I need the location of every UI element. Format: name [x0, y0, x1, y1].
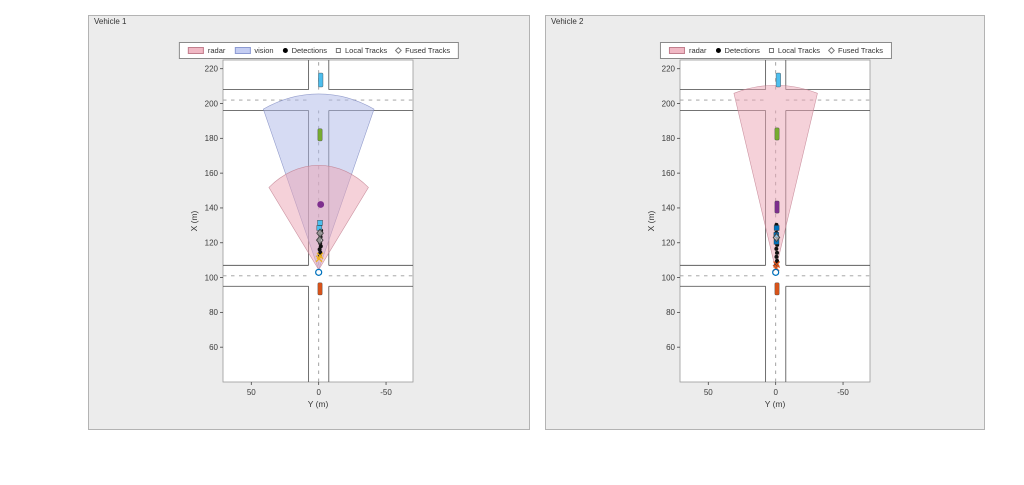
detection-marker — [774, 254, 779, 259]
legend-item: radar — [187, 46, 226, 55]
tick-label: 80 — [666, 308, 675, 317]
y-axis-label: X (m) — [189, 210, 199, 231]
legend-item: Local Tracks — [336, 46, 387, 55]
tick-label: 200 — [205, 99, 219, 108]
tick-label: 0 — [316, 388, 321, 397]
tick-label: 200 — [662, 99, 676, 108]
tick-label: 180 — [205, 134, 219, 143]
radar-legend-icon — [668, 47, 685, 54]
legend: radar vision Detections Local Tracks Fused T… — [178, 42, 460, 59]
legend-label: Local Tracks — [777, 46, 821, 55]
local-track-marker — [317, 220, 323, 226]
y-axis-label: X (m) — [646, 210, 656, 231]
detections-legend-icon — [715, 48, 721, 53]
tick-label: 60 — [666, 343, 675, 352]
tick-label: 160 — [662, 169, 676, 178]
legend-label: vision — [254, 46, 274, 55]
tick-label: 60 — [209, 343, 218, 352]
legend-label: radar — [688, 46, 707, 55]
tick-label: 220 — [662, 65, 676, 74]
detection-marker — [318, 244, 323, 249]
actor-rect — [775, 72, 781, 88]
actor-rect — [774, 200, 780, 214]
legend-label: radar — [207, 46, 226, 55]
fused-track-marker — [315, 235, 324, 245]
tick-label: 50 — [704, 388, 713, 397]
tick-label: 180 — [662, 134, 676, 143]
radar-coverage-area — [268, 165, 369, 271]
radar-legend-icon — [187, 47, 204, 54]
tick-label: 100 — [205, 273, 219, 282]
fused-track-marker — [772, 232, 781, 243]
detection-marker — [774, 246, 779, 251]
actor-rect — [317, 128, 323, 142]
vehicle2-panel: Vehicle 2 radar Detections Local Tracks Fus… — [545, 15, 985, 430]
x-axis-label: Y (m) — [765, 399, 786, 409]
tick-label: 0 — [773, 388, 778, 397]
ego-marker — [315, 268, 323, 276]
actor-rect — [774, 282, 780, 296]
local-tracks-legend-icon — [336, 48, 342, 53]
actor-rect — [317, 282, 323, 296]
legend-item: Fused Tracks — [827, 46, 884, 55]
legend-label: Local Tracks — [345, 46, 388, 55]
fused-tracks-legend-icon — [395, 46, 403, 55]
legend-label: Fused Tracks — [405, 46, 451, 55]
tick-label: 50 — [247, 388, 256, 397]
local-track-marker — [773, 225, 780, 231]
x-axis-label: Y (m) — [308, 399, 329, 409]
radar-coverage-area — [733, 84, 818, 270]
detections-legend-icon — [282, 48, 288, 53]
tick-label: 120 — [205, 239, 219, 248]
tick-label: 100 — [662, 273, 676, 282]
legend-item: Fused Tracks — [395, 46, 451, 55]
detection-marker — [775, 250, 780, 255]
x-marker — [315, 255, 323, 263]
tick-label: -50 — [837, 388, 849, 397]
actor-rect — [318, 72, 324, 88]
tick-label: 120 — [662, 239, 676, 248]
legend-item: radar — [668, 46, 707, 55]
ego-marker — [772, 268, 780, 276]
panel-title: Vehicle 1 — [94, 17, 127, 26]
actor-rect — [774, 127, 780, 141]
birds-eye-plot: 220 200 180 160 140 120 100 80 60 50 0 -50 X (m) Y (m… — [646, 59, 871, 409]
tick-label: 80 — [209, 308, 218, 317]
tick-label: 220 — [205, 65, 219, 74]
tick-label: 140 — [662, 204, 676, 213]
legend-item: vision — [234, 46, 274, 55]
tick-label: -50 — [380, 388, 392, 397]
legend-item: Detections — [282, 46, 328, 55]
vehicle1-panel: Vehicle 1 radar vision Detections Local Tra… — [88, 15, 530, 430]
legend-label: Detections — [291, 46, 328, 55]
vision-legend-icon — [234, 47, 251, 54]
legend: radar Detections Local Tracks Fused Tracks — [659, 42, 893, 59]
legend-item: Detections — [715, 46, 760, 55]
detection-marker — [317, 247, 322, 252]
detection-marker — [317, 201, 325, 208]
tick-label: 160 — [205, 169, 219, 178]
legend-label: Detections — [724, 46, 760, 55]
tick-label: 140 — [205, 204, 219, 213]
detection-marker — [775, 258, 780, 263]
legend-item: Local Tracks — [768, 46, 821, 55]
fused-tracks-legend-icon — [827, 46, 836, 55]
local-tracks-legend-icon — [768, 48, 774, 53]
panel-title: Vehicle 2 — [551, 17, 584, 26]
birds-eye-plot: 220 200 180 160 140 120 100 80 60 50 0 -50 X (m) Y (m… — [189, 59, 414, 409]
legend-label: Fused Tracks — [838, 46, 884, 55]
